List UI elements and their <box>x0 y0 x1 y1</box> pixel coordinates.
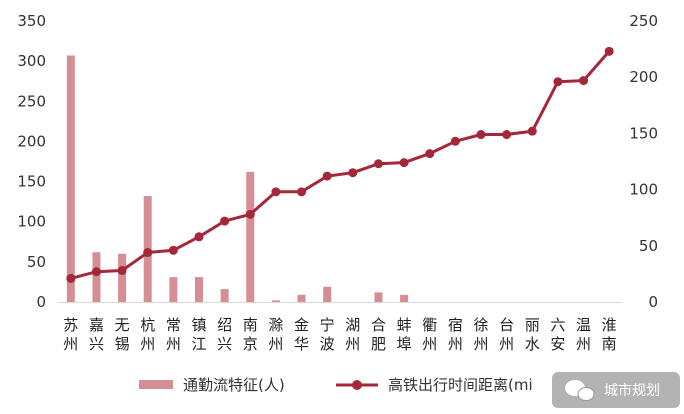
category-label: 嘉兴 <box>89 316 104 353</box>
bar <box>66 55 75 302</box>
bar <box>92 252 101 302</box>
legend: 通勤流特征(人) 高铁出行时间距离(mi <box>139 376 533 394</box>
line-point <box>579 76 589 86</box>
line-point <box>450 136 460 146</box>
bar <box>400 294 409 302</box>
bar <box>297 294 306 302</box>
line-point <box>425 149 435 159</box>
line-point <box>220 216 230 226</box>
bar <box>220 289 229 302</box>
category-label: 湖州 <box>345 316 360 353</box>
category-label: 滁州 <box>268 316 283 353</box>
category-label: 常州 <box>166 316 181 353</box>
watermark-text: 城市规划 <box>604 382 660 399</box>
left-tick-label: 300 <box>17 52 46 70</box>
bar <box>323 286 332 302</box>
legend-line-label: 高铁出行时间距离(mi <box>388 376 533 394</box>
line-point <box>117 266 127 276</box>
line-point <box>66 273 76 283</box>
left-tick-label: 200 <box>17 132 46 150</box>
category-label: 绍兴 <box>217 316 232 353</box>
right-tick-label: 150 <box>629 124 658 142</box>
bar <box>195 277 203 302</box>
line-point <box>399 158 409 168</box>
legend-bar-swatch <box>139 380 173 389</box>
line-series <box>66 46 614 283</box>
category-label: 南京 <box>243 316 258 353</box>
category-label: 金华 <box>294 316 309 353</box>
category-label: 合肥 <box>371 316 386 353</box>
line-point <box>271 187 281 197</box>
line-point <box>245 209 255 219</box>
line-point <box>322 171 332 181</box>
line-point <box>604 46 614 56</box>
category-label: 淮南 <box>602 316 617 353</box>
bar-series <box>66 55 409 302</box>
category-label: 宁波 <box>320 316 335 353</box>
left-axis-ticks: 0 50 100 150 200 250 300 350 <box>17 12 46 311</box>
bar <box>374 292 383 302</box>
series-line <box>70 50 611 280</box>
line-point <box>348 168 358 178</box>
line-point <box>168 245 178 255</box>
right-tick-label: 0 <box>648 293 658 311</box>
line-point <box>373 159 383 169</box>
category-label: 六安 <box>550 316 565 353</box>
category-label: 杭州 <box>140 316 155 353</box>
category-label: 台州 <box>499 316 514 353</box>
line-point <box>553 77 563 87</box>
line-point <box>502 130 512 140</box>
bar <box>118 253 127 302</box>
category-label: 镇江 <box>191 316 206 353</box>
left-tick-label: 100 <box>17 213 46 231</box>
left-tick-label: 350 <box>17 12 46 30</box>
line-point <box>194 232 204 242</box>
line-point <box>91 267 101 277</box>
watermark: 城市规划 <box>552 372 680 408</box>
bar <box>246 171 255 302</box>
category-label: 衢州 <box>422 316 437 353</box>
line-point <box>297 187 307 197</box>
category-label: 温州 <box>576 316 591 353</box>
line-point <box>527 126 537 136</box>
line-point <box>143 248 153 258</box>
left-tick-label: 50 <box>27 253 46 271</box>
category-label: 丽水 <box>525 316 540 353</box>
right-tick-label: 200 <box>629 68 658 86</box>
category-label: 蚌埠 <box>397 316 412 353</box>
left-tick-label: 0 <box>36 293 46 311</box>
category-labels: 苏州嘉兴无锡杭州常州镇江绍兴南京滁州金华宁波湖州合肥蚌埠衢州宿州徐州台州丽水六安… <box>63 316 616 353</box>
left-tick-label: 250 <box>17 92 46 110</box>
category-label: 徐州 <box>473 316 488 353</box>
bar <box>271 300 280 302</box>
category-label: 无锡 <box>115 316 130 353</box>
right-tick-label: 100 <box>629 181 658 199</box>
legend-bar-label: 通勤流特征(人) <box>183 376 285 394</box>
category-label: 宿州 <box>448 316 463 353</box>
line-point <box>476 130 486 140</box>
left-tick-label: 150 <box>17 173 46 191</box>
legend-line-marker <box>352 380 362 390</box>
right-axis-ticks: 0 50 100 150 200 250 <box>629 12 658 311</box>
right-tick-label: 250 <box>629 12 658 30</box>
wechat-icon <box>565 380 595 401</box>
bar <box>169 277 178 302</box>
right-tick-label: 50 <box>639 237 658 255</box>
category-label: 苏州 <box>63 316 78 353</box>
